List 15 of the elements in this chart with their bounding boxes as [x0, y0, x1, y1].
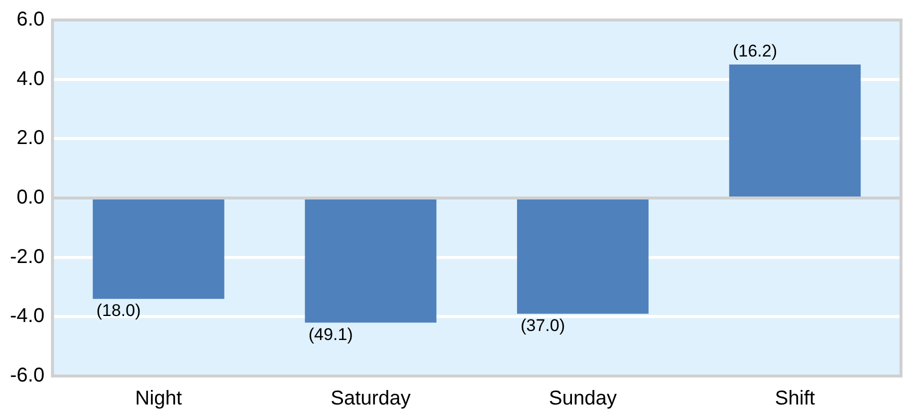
- x-tick-label: Night: [135, 388, 182, 410]
- annotation: (49.1): [308, 324, 353, 344]
- annotation: (16.2): [732, 42, 778, 61]
- y-tick-label: 0.0: [16, 186, 44, 209]
- x-tick-label: Saturday: [330, 388, 411, 410]
- annotation: (18.0): [96, 301, 141, 320]
- x-tick-label: Sunday: [548, 388, 617, 410]
- y-tick-label: 4.0: [16, 68, 44, 90]
- y-tick-label: -6.0: [10, 364, 44, 387]
- y-tick-label: -4.0: [10, 305, 44, 328]
- y-tick-label: -2.0: [10, 246, 44, 268]
- x-tick-label: Shift: [774, 388, 816, 410]
- y-tick-label: 6.0: [16, 8, 44, 31]
- y-tick-label: 2.0: [16, 127, 44, 150]
- annotation: (37.0): [520, 316, 566, 335]
